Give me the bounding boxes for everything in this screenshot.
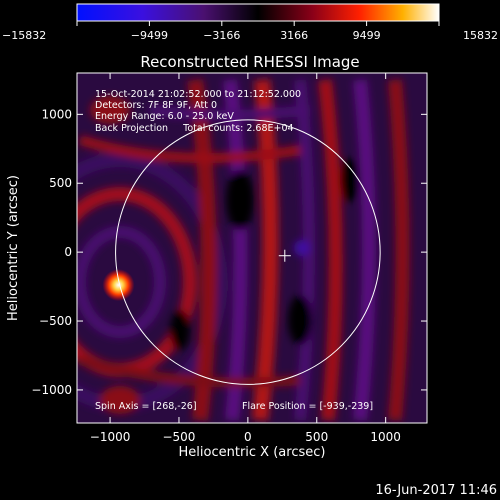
- flare-position-label: Flare Position = [-939,-239]: [242, 401, 373, 412]
- info-line-method: Back Projection Total counts: 2.68E+04: [95, 123, 294, 134]
- y-tick-label: −1000: [31, 383, 72, 397]
- x-tick-label: 500: [305, 430, 328, 444]
- x-axis-ticks: −1000 −500 0 500 1000: [90, 73, 401, 444]
- y-tick-label: 0: [64, 245, 72, 259]
- info-line-time: 15-Oct-2014 21:02:52.000 to 21:12:52.000: [95, 89, 301, 100]
- flare-source: [102, 269, 135, 302]
- y-tick-label: 500: [49, 176, 72, 190]
- colorbar-tick-label: −15832: [2, 29, 46, 42]
- colorbar-gradient: [76, 3, 440, 22]
- colorbar: −15832 −9499 −3166 3166 9499 15832: [2, 3, 498, 42]
- x-tick-label: −1000: [90, 430, 131, 444]
- x-axis-label: Heliocentric X (arcsec): [179, 445, 326, 460]
- spin-axis-marker: [278, 249, 291, 262]
- image-area: [77, 73, 427, 423]
- x-tick-label: −500: [162, 430, 195, 444]
- y-tick-label: 1000: [41, 107, 72, 121]
- fringe-pattern: [77, 78, 410, 421]
- colorbar-tick-label: −3166: [203, 29, 240, 42]
- plot-title: Reconstructed RHESSI Image: [140, 53, 359, 71]
- info-line-energy: Energy Range: 6.0 - 25.0 keV: [95, 111, 234, 122]
- info-line-detectors: Detectors: 7F 8F 9F, Att 0: [95, 100, 217, 111]
- plot-frame: [76, 72, 428, 424]
- colorbar-tick-label: 9499: [353, 29, 381, 42]
- colorbar-ticks: −15832 −9499 −3166 3166 9499 15832: [2, 21, 498, 42]
- y-axis-ticks: 1000 500 0 −500 −1000: [31, 107, 427, 397]
- colorbar-tick-label: 3166: [280, 29, 308, 42]
- x-tick-label: 0: [244, 430, 252, 444]
- timestamp: 16-Jun-2017 11:46: [375, 483, 497, 498]
- solar-limb-circle: [115, 119, 381, 385]
- colorbar-tick-label: −9499: [131, 29, 168, 42]
- y-axis-label: Heliocentric Y (arcsec): [6, 175, 21, 321]
- y-tick-label: −500: [39, 314, 72, 328]
- x-tick-label: 1000: [370, 430, 401, 444]
- spin-axis-label: Spin Axis = [268,-26]: [95, 401, 197, 412]
- colorbar-tick-label: 15832: [463, 29, 498, 42]
- info-block: 15-Oct-2014 21:02:52.000 to 21:12:52.000…: [95, 89, 301, 134]
